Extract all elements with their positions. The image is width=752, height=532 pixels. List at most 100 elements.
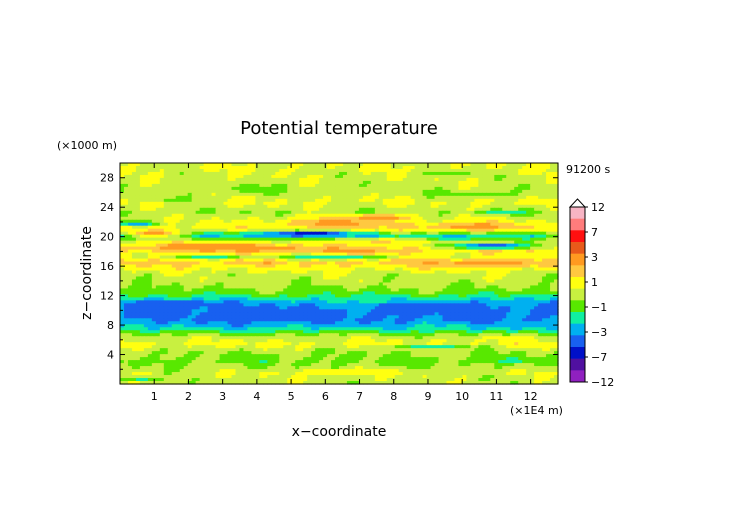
heatmap-cell (534, 282, 539, 287)
heatmap-cell (426, 255, 432, 260)
heatmap-cell (139, 261, 145, 266)
heatmap-cell (279, 198, 284, 203)
heatmap-cell (406, 234, 412, 239)
heatmap-cell (307, 267, 312, 272)
heatmap-cell (159, 234, 165, 239)
heatmap-cell (390, 288, 396, 293)
heatmap-cell (370, 249, 376, 254)
heatmap-cell (530, 213, 535, 218)
heatmap-cell (335, 285, 340, 290)
heatmap-cell (470, 189, 475, 194)
heatmap-cell (131, 174, 137, 179)
heatmap-cell (478, 168, 483, 173)
heatmap-cell (554, 174, 559, 179)
heatmap-cell (147, 195, 153, 200)
heatmap-cell (426, 204, 432, 209)
heatmap-cell (458, 258, 464, 263)
heatmap-cell (147, 192, 153, 197)
heatmap-cell (323, 249, 328, 254)
heatmap-cell (335, 186, 340, 191)
heatmap-cell (506, 216, 511, 221)
heatmap-cell (502, 288, 507, 293)
heatmap-cell (406, 180, 412, 185)
heatmap-cell (414, 237, 420, 242)
heatmap-cell (235, 207, 241, 212)
heatmap-cell (287, 252, 292, 257)
heatmap-cell (123, 192, 129, 197)
heatmap-cell (370, 243, 376, 248)
heatmap-cell (410, 225, 416, 230)
heatmap-cell (247, 252, 252, 257)
heatmap-cell (362, 189, 368, 194)
heatmap-cell (490, 216, 495, 221)
heatmap-cell (223, 219, 229, 224)
heatmap-cell (263, 222, 268, 227)
heatmap-cell (438, 264, 444, 269)
heatmap-cell (135, 171, 141, 176)
heatmap-cell (211, 252, 217, 257)
heatmap-cell (183, 291, 189, 296)
heatmap-cell (502, 261, 507, 266)
heatmap-cell (139, 273, 145, 278)
heatmap-cell (271, 237, 276, 242)
heatmap-cell (454, 177, 460, 182)
heatmap-cell (187, 261, 193, 266)
heatmap-cell (223, 216, 229, 221)
heatmap-cell (307, 276, 312, 281)
heatmap-cell (327, 183, 332, 188)
heatmap-cell (450, 201, 456, 206)
heatmap-cell (342, 267, 348, 272)
heatmap-cell (171, 183, 177, 188)
heatmap-cell (155, 168, 161, 173)
heatmap-cell (430, 273, 436, 278)
heatmap-cell (454, 282, 460, 287)
heatmap-cell (127, 261, 133, 266)
heatmap-cell (510, 180, 515, 185)
heatmap-cell (530, 246, 535, 251)
heatmap-cell (458, 195, 464, 200)
heatmap-cell (482, 165, 487, 170)
heatmap-cell (175, 183, 181, 188)
heatmap-cell (131, 222, 137, 227)
heatmap-cell (211, 294, 217, 298)
heatmap-cell (263, 267, 268, 272)
heatmap-cell (195, 171, 201, 176)
heatmap-cell (311, 192, 316, 197)
heatmap-cell (179, 294, 185, 298)
heatmap-cell (187, 163, 193, 167)
heatmap-cell (171, 294, 177, 298)
heatmap-cell (454, 285, 460, 290)
heatmap-cell (394, 207, 400, 212)
heatmap-cell (466, 177, 471, 182)
heatmap-cell (163, 243, 169, 248)
heatmap-cell (346, 222, 352, 227)
heatmap-cell (410, 195, 416, 200)
heatmap-cell (120, 294, 125, 298)
heatmap-cell (518, 255, 523, 260)
heatmap-cell (366, 279, 372, 284)
heatmap-cell (414, 240, 420, 245)
heatmap-cell (430, 183, 436, 188)
heatmap-cell (331, 207, 336, 212)
heatmap-cell (534, 198, 539, 203)
heatmap-cell (506, 261, 511, 266)
heatmap-cell (538, 198, 543, 203)
heatmap-cell (283, 264, 288, 269)
heatmap-cell (446, 201, 452, 206)
heatmap-cell (378, 183, 384, 188)
heatmap-cell (434, 195, 440, 200)
heatmap-cell (179, 207, 185, 212)
heatmap-cell (231, 264, 237, 269)
heatmap-cell (215, 282, 221, 287)
heatmap-cell (151, 168, 157, 173)
heatmap-cell (506, 273, 511, 278)
heatmap-cell (279, 267, 284, 272)
heatmap-cell (534, 279, 539, 284)
heatmap-cell (259, 163, 264, 167)
heatmap-cell (319, 168, 324, 173)
heatmap-cell (247, 195, 252, 200)
heatmap-cell (378, 219, 384, 224)
heatmap-cell (426, 273, 432, 278)
heatmap-cell (430, 231, 436, 236)
heatmap-cell (342, 294, 348, 298)
